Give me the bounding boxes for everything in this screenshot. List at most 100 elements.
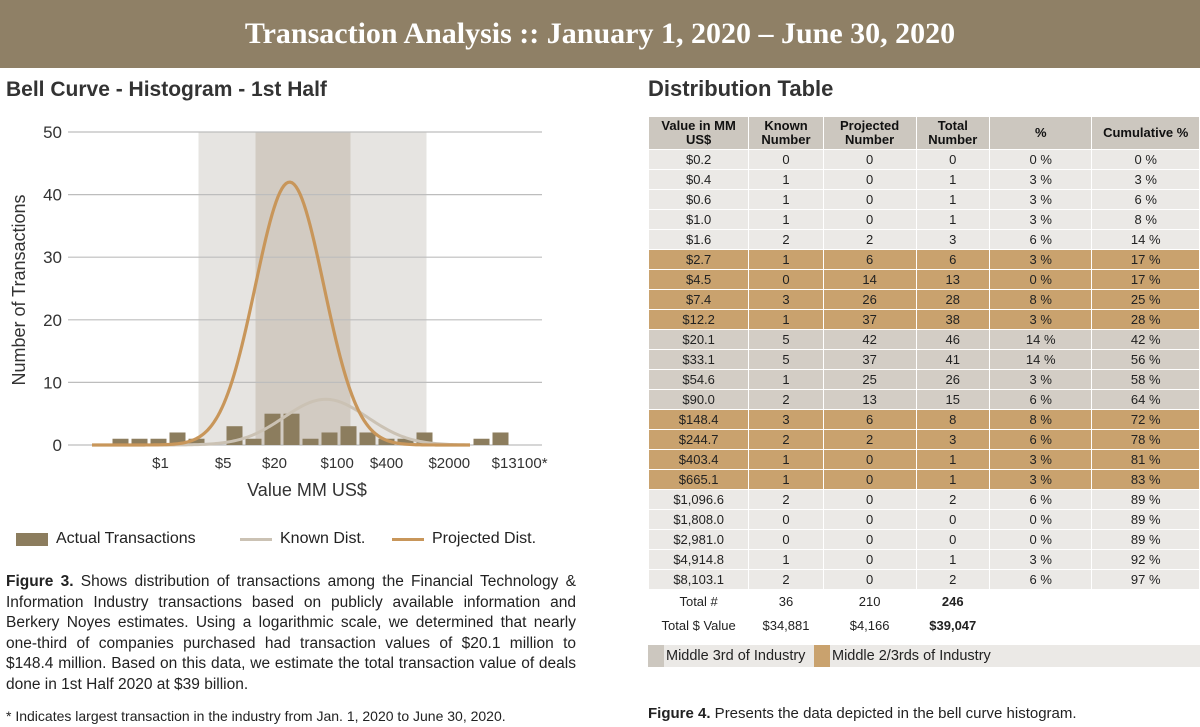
- projected-dist-line: [92, 180, 470, 447]
- table-row: $244.7 2 2 3 6 % 78 %: [647, 429, 1200, 450]
- table-cell: 1: [915, 209, 991, 230]
- table-cell: $1.0: [647, 209, 750, 230]
- x-tick-label: $5: [215, 455, 232, 472]
- histogram-bar: [283, 413, 300, 445]
- table-cell: 17 %: [1091, 269, 1200, 290]
- x-tick-label: $100: [321, 455, 354, 472]
- table-cell: 0 %: [989, 509, 1093, 530]
- histogram-bar: [150, 438, 167, 445]
- y-tick-label: 0: [53, 436, 62, 455]
- table-cell: 0: [915, 529, 991, 550]
- table-cell: 8 %: [1091, 209, 1200, 230]
- legend-known: Known Dist.: [240, 530, 365, 548]
- table-header-cell: Cumulative %: [1091, 116, 1200, 150]
- table-row: $2.7 1 6 6 3 % 17 %: [647, 249, 1200, 270]
- table-cell: 58 %: [1091, 369, 1200, 390]
- table-cell: 28: [915, 289, 991, 310]
- table-cell: 1: [748, 549, 824, 570]
- table-cell: 42: [822, 329, 917, 350]
- table-cell: 81 %: [1091, 449, 1200, 470]
- table-cell: 42 %: [1091, 329, 1200, 350]
- table-cell: 1: [915, 189, 991, 210]
- legend-known-label: Known Dist.: [280, 530, 366, 547]
- table-cell: 1: [748, 189, 824, 210]
- table-header-cell: Known Number: [748, 116, 824, 150]
- table-cell: $12.2: [647, 309, 750, 330]
- table-cell: $148.4: [647, 409, 750, 430]
- table-cell: 41: [915, 349, 991, 370]
- totals-cell: $39,047: [915, 613, 991, 638]
- totals-empty-cell: [989, 613, 1200, 638]
- totals-cell: 36: [748, 589, 824, 614]
- totals-cell: $34,881: [748, 613, 824, 638]
- table-cell: 83 %: [1091, 469, 1200, 490]
- table-cell: $1,096.6: [647, 489, 750, 510]
- table-row: $403.4 1 0 1 3 % 81 %: [647, 449, 1200, 470]
- table-cell: 0: [822, 469, 917, 490]
- figure-4-caption: Figure 4. Presents the data depicted in …: [648, 705, 1077, 722]
- table-cell: 14 %: [1091, 229, 1200, 250]
- histogram-bar: [302, 438, 319, 445]
- middle-third-band: [255, 132, 351, 445]
- y-tick-label: 40: [43, 186, 62, 205]
- table-header-row: Value in MM US$ Known Number Projected Num…: [647, 116, 1200, 150]
- table-cell: 25 %: [1091, 289, 1200, 310]
- figure-3-lead: Figure 3.: [6, 573, 74, 590]
- table-header-cell: %: [989, 116, 1093, 150]
- table-cell: 2: [822, 229, 917, 250]
- table-row: $54.6 1 25 26 3 % 58 %: [647, 369, 1200, 390]
- legend-actual: Actual Transactions: [16, 530, 196, 548]
- table-cell: 6 %: [989, 489, 1093, 510]
- table-cell: 1: [748, 209, 824, 230]
- table-cell: 0: [822, 189, 917, 210]
- y-tick-label: 30: [43, 248, 62, 267]
- table-cell: $8,103.1: [647, 569, 750, 590]
- table-cell: $665.1: [647, 469, 750, 490]
- table-cell: 0: [748, 269, 824, 290]
- table-cell: $2.7: [647, 249, 750, 270]
- table-cell: 0: [822, 149, 917, 170]
- chart-title: Bell Curve - Histogram - 1st Half: [6, 78, 327, 101]
- table-row: $1,808.0 0 0 0 0 % 89 %: [647, 509, 1200, 530]
- legend-actual-swatch: [16, 532, 48, 546]
- table-cell: 0 %: [989, 529, 1093, 550]
- table-row: $1,096.6 2 0 2 6 % 89 %: [647, 489, 1200, 510]
- table-cell: 6 %: [989, 229, 1093, 250]
- middle-third-swatch: [648, 645, 664, 667]
- footnote: * Indicates largest transaction in the i…: [6, 708, 506, 724]
- histogram-bar: [359, 432, 376, 445]
- table-cell: 6 %: [989, 429, 1093, 450]
- legend-actual-label: Actual Transactions: [56, 530, 196, 547]
- table-cell: 14 %: [989, 329, 1093, 350]
- x-tick-label: $400: [370, 455, 403, 472]
- histogram-bar: [188, 438, 205, 445]
- table-cell: 3 %: [989, 249, 1093, 270]
- table-cell: 3: [748, 289, 824, 310]
- table-cell: 2: [748, 389, 824, 410]
- table-cell: 28 %: [1091, 309, 1200, 330]
- histogram-bar: [112, 438, 129, 445]
- table-cell: 1: [915, 469, 991, 490]
- table-cell: 72 %: [1091, 409, 1200, 430]
- table-cell: 1: [748, 369, 824, 390]
- table-cell: 0: [748, 509, 824, 530]
- middle-two-thirds-label: Middle 2/3rds of Industry: [832, 648, 991, 664]
- table-cell: 38: [915, 309, 991, 330]
- table-cell: 37: [822, 349, 917, 370]
- table-cell: 37: [822, 309, 917, 330]
- table-cell: 6: [822, 249, 917, 270]
- histogram-bar: [340, 426, 357, 445]
- totals-row: Total #36 210 246: [647, 589, 1200, 614]
- y-tick-label: 50: [43, 123, 62, 142]
- x-tick-label: $13100*: [492, 455, 548, 472]
- totals-empty-cell: [989, 589, 1200, 614]
- banner-title: Transaction Analysis :: January 1, 2020 …: [244, 17, 956, 50]
- table-cell: 89 %: [1091, 489, 1200, 510]
- table-cell: 89 %: [1091, 509, 1200, 530]
- page-banner: Transaction Analysis :: January 1, 2020 …: [0, 0, 1200, 68]
- table-cell: 2: [822, 429, 917, 450]
- x-tick-label: $20: [262, 455, 287, 472]
- table-cell: 1: [915, 449, 991, 470]
- table-row: $1.6 2 2 3 6 % 14 %: [647, 229, 1200, 250]
- table-cell: $0.2: [647, 149, 750, 170]
